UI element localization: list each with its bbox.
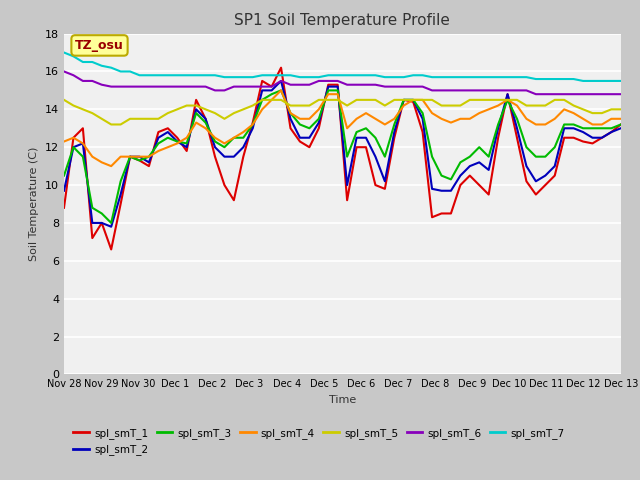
spl_smT_1 (259, 78, 266, 84)
spl_smT_5 (164, 110, 172, 116)
spl_smT_5 (249, 103, 257, 108)
spl_smT_1 (617, 121, 625, 127)
spl_smT_1 (230, 197, 237, 203)
spl_smT_4 (428, 110, 436, 116)
spl_smT_6 (221, 87, 228, 93)
Line: spl_smT_4: spl_smT_4 (64, 90, 621, 166)
spl_smT_6 (202, 84, 209, 89)
spl_smT_2 (428, 186, 436, 192)
spl_smT_4 (259, 107, 266, 112)
spl_smT_2 (211, 144, 219, 150)
spl_smT_2 (60, 188, 68, 193)
spl_smT_2 (617, 125, 625, 131)
spl_smT_7 (579, 78, 587, 84)
Y-axis label: Soil Temperature (C): Soil Temperature (C) (29, 147, 40, 261)
spl_smT_6 (60, 69, 68, 74)
spl_smT_3 (428, 154, 436, 159)
spl_smT_6 (154, 84, 162, 89)
spl_smT_3 (230, 135, 237, 141)
spl_smT_5 (230, 110, 237, 116)
spl_smT_7 (617, 78, 625, 84)
spl_smT_3 (259, 97, 266, 103)
spl_smT_7 (249, 74, 257, 80)
spl_smT_2 (259, 87, 266, 93)
spl_smT_5 (617, 107, 625, 112)
Line: spl_smT_2: spl_smT_2 (64, 81, 621, 227)
spl_smT_3 (211, 139, 219, 144)
spl_smT_4 (277, 87, 285, 93)
spl_smT_1 (108, 247, 115, 252)
spl_smT_5 (211, 110, 219, 116)
spl_smT_2 (164, 129, 172, 135)
spl_smT_1 (249, 120, 257, 125)
spl_smT_5 (60, 97, 68, 103)
Title: SP1 Soil Temperature Profile: SP1 Soil Temperature Profile (234, 13, 451, 28)
spl_smT_3 (164, 135, 172, 141)
spl_smT_3 (108, 220, 115, 226)
spl_smT_3 (249, 121, 257, 127)
spl_smT_1 (60, 205, 68, 211)
spl_smT_4 (164, 144, 172, 150)
spl_smT_3 (60, 173, 68, 179)
spl_smT_7 (221, 74, 228, 80)
spl_smT_4 (60, 139, 68, 144)
spl_smT_7 (154, 72, 162, 78)
Line: spl_smT_5: spl_smT_5 (64, 100, 621, 124)
Line: spl_smT_1: spl_smT_1 (64, 68, 621, 250)
spl_smT_4 (617, 116, 625, 121)
spl_smT_3 (617, 121, 625, 127)
spl_smT_7 (60, 49, 68, 55)
spl_smT_1 (428, 215, 436, 220)
spl_smT_2 (108, 224, 115, 229)
spl_smT_7 (202, 72, 209, 78)
spl_smT_6 (249, 84, 257, 89)
Line: spl_smT_7: spl_smT_7 (64, 52, 621, 81)
spl_smT_1 (277, 65, 285, 71)
Line: spl_smT_6: spl_smT_6 (64, 72, 621, 94)
spl_smT_4 (108, 163, 115, 169)
spl_smT_2 (230, 154, 237, 159)
spl_smT_4 (211, 135, 219, 141)
spl_smT_6 (617, 91, 625, 97)
spl_smT_6 (239, 84, 247, 89)
spl_smT_7 (239, 74, 247, 80)
spl_smT_2 (277, 78, 285, 84)
X-axis label: Time: Time (329, 395, 356, 405)
spl_smT_5 (108, 121, 115, 127)
spl_smT_2 (249, 125, 257, 131)
spl_smT_1 (164, 125, 172, 131)
spl_smT_5 (419, 97, 426, 103)
Legend: spl_smT_1, spl_smT_2, spl_smT_3, spl_smT_4, spl_smT_5, spl_smT_6, spl_smT_7: spl_smT_1, spl_smT_2, spl_smT_3, spl_smT… (69, 424, 569, 459)
spl_smT_5 (259, 97, 266, 103)
spl_smT_4 (230, 135, 237, 141)
spl_smT_4 (249, 121, 257, 127)
spl_smT_6 (410, 84, 417, 89)
spl_smT_6 (532, 91, 540, 97)
spl_smT_7 (410, 72, 417, 78)
spl_smT_3 (277, 87, 285, 93)
Text: TZ_osu: TZ_osu (75, 39, 124, 52)
spl_smT_1 (211, 154, 219, 159)
Line: spl_smT_3: spl_smT_3 (64, 90, 621, 223)
